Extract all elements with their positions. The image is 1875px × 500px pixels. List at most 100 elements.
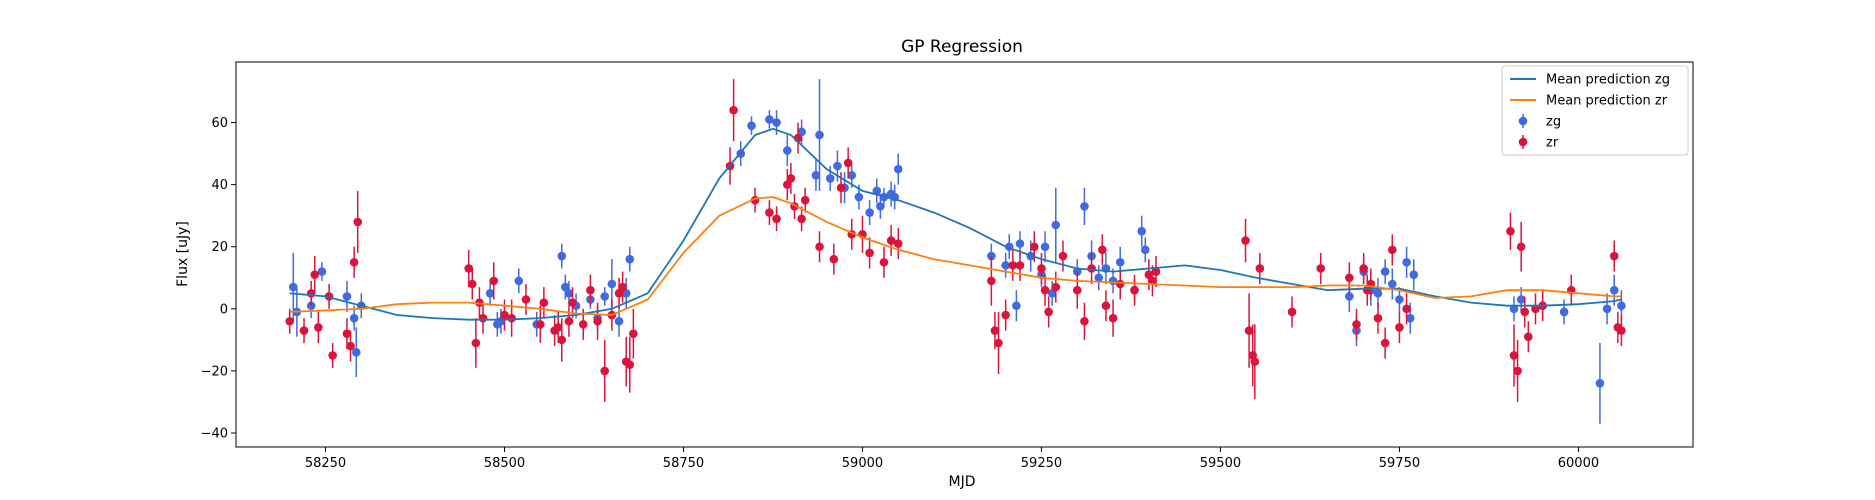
point-zr-17	[500, 310, 509, 320]
x-axis-label: MJD	[949, 474, 976, 490]
y-tick-label-20: 20	[211, 240, 228, 255]
x-tick-label-59750: 59750	[1379, 456, 1420, 471]
point-zg-25	[747, 121, 756, 130]
point-zr-101	[1516, 242, 1526, 252]
point-zr-69	[1058, 251, 1068, 261]
y-tick-label--40: −40	[201, 427, 228, 442]
line-mean-prediction-zg	[289, 127, 1622, 321]
legend-label-2: zg	[1546, 115, 1561, 130]
point-zr-75	[1108, 313, 1118, 323]
point-zr-54	[865, 248, 874, 258]
point-zr-80	[1151, 267, 1161, 276]
x-tick-label-58250: 58250	[305, 456, 346, 471]
point-zr-15	[478, 313, 488, 323]
point-zr-7	[342, 329, 352, 338]
point-zg-64	[1345, 292, 1354, 301]
point-zr-46	[797, 214, 806, 224]
point-zr-6	[328, 351, 337, 360]
point-zr-90	[1359, 264, 1368, 273]
point-zr-19	[521, 295, 531, 304]
point-zr-98	[1506, 226, 1515, 236]
point-zg-81	[1609, 285, 1619, 295]
point-zr-33	[618, 282, 627, 292]
point-zr-96	[1395, 323, 1404, 332]
point-zr-74	[1101, 301, 1111, 311]
point-zr-76	[1115, 279, 1125, 289]
x-tick-label-58750: 58750	[663, 456, 704, 471]
point-zg-31	[815, 130, 824, 140]
point-zg-82	[1617, 301, 1626, 311]
point-zr-62	[1008, 261, 1018, 270]
point-zg-55	[1080, 202, 1089, 211]
legend-swatch-2	[1518, 116, 1528, 126]
point-zg-63	[1140, 245, 1150, 255]
point-zg-13	[557, 251, 567, 261]
point-zr-36	[629, 329, 638, 338]
point-zr-63	[1015, 261, 1025, 270]
point-zg-48	[1015, 239, 1025, 248]
point-zr-21	[539, 298, 549, 307]
point-zr-60	[994, 338, 1003, 348]
legend-label-3: zr	[1546, 136, 1559, 151]
point-zr-67	[1044, 307, 1053, 317]
point-zr-47	[800, 195, 810, 205]
point-zg-6	[351, 348, 361, 357]
point-zr-86	[1287, 307, 1297, 317]
point-zg-47	[1012, 301, 1021, 311]
point-zr-49	[829, 254, 839, 264]
point-zg-36	[854, 192, 864, 202]
point-zg-35	[847, 171, 857, 180]
point-zg-22	[621, 289, 631, 298]
point-zr-97	[1402, 304, 1411, 314]
point-zr-27	[578, 320, 588, 329]
x-tick-label-58500: 58500	[484, 456, 525, 471]
point-zr-66	[1040, 285, 1050, 295]
y-tick-label-0: 0	[220, 302, 228, 317]
point-zr-109	[1617, 326, 1626, 335]
point-zg-27	[772, 118, 781, 127]
point-zg-74	[1409, 270, 1419, 279]
series-zr	[285, 79, 1626, 402]
point-zr-35	[625, 360, 635, 370]
point-zg-53	[1051, 220, 1061, 230]
point-zr-93	[1373, 313, 1383, 323]
point-zg-14	[561, 282, 570, 292]
point-zg-15	[564, 289, 574, 298]
point-zg-19	[600, 292, 610, 301]
point-zr-51	[843, 158, 853, 168]
point-zr-10	[353, 217, 363, 227]
point-zr-1	[299, 326, 309, 335]
point-zr-20	[535, 320, 545, 329]
point-zg-73	[1405, 313, 1415, 323]
point-zg-76	[1516, 295, 1526, 304]
point-zr-84	[1250, 357, 1260, 366]
point-zr-72	[1087, 264, 1096, 273]
point-zr-73	[1098, 245, 1107, 255]
point-zr-56	[886, 236, 896, 245]
point-zg-0	[288, 282, 298, 292]
point-zg-30	[811, 171, 821, 180]
x-tick-label-59000: 59000	[842, 456, 883, 471]
point-zr-50	[836, 183, 846, 193]
point-zr-16	[489, 276, 499, 286]
axes-frame	[235, 61, 1694, 448]
point-zg-79	[1595, 379, 1605, 388]
point-zg-80	[1602, 304, 1612, 314]
point-zg-70	[1387, 279, 1397, 289]
point-zr-38	[729, 105, 738, 115]
point-zr-13	[471, 338, 481, 348]
point-zg-60	[1115, 257, 1125, 267]
point-zr-99	[1509, 351, 1519, 360]
legend-label-1: Mean prediction zr	[1546, 94, 1668, 109]
point-zg-23	[625, 254, 635, 264]
point-zr-65	[1037, 264, 1046, 273]
point-zg-39	[876, 202, 885, 211]
point-zr-100	[1513, 366, 1522, 376]
point-zr-0	[285, 316, 294, 326]
point-zg-51	[1040, 242, 1050, 252]
axis-ticks: 58250 58500 58750 59000 59250 59500 59750 60000…	[201, 116, 1600, 471]
y-tick-label-40: 40	[211, 178, 228, 193]
point-zr-64	[1030, 242, 1039, 252]
point-zg-52	[1047, 289, 1057, 298]
